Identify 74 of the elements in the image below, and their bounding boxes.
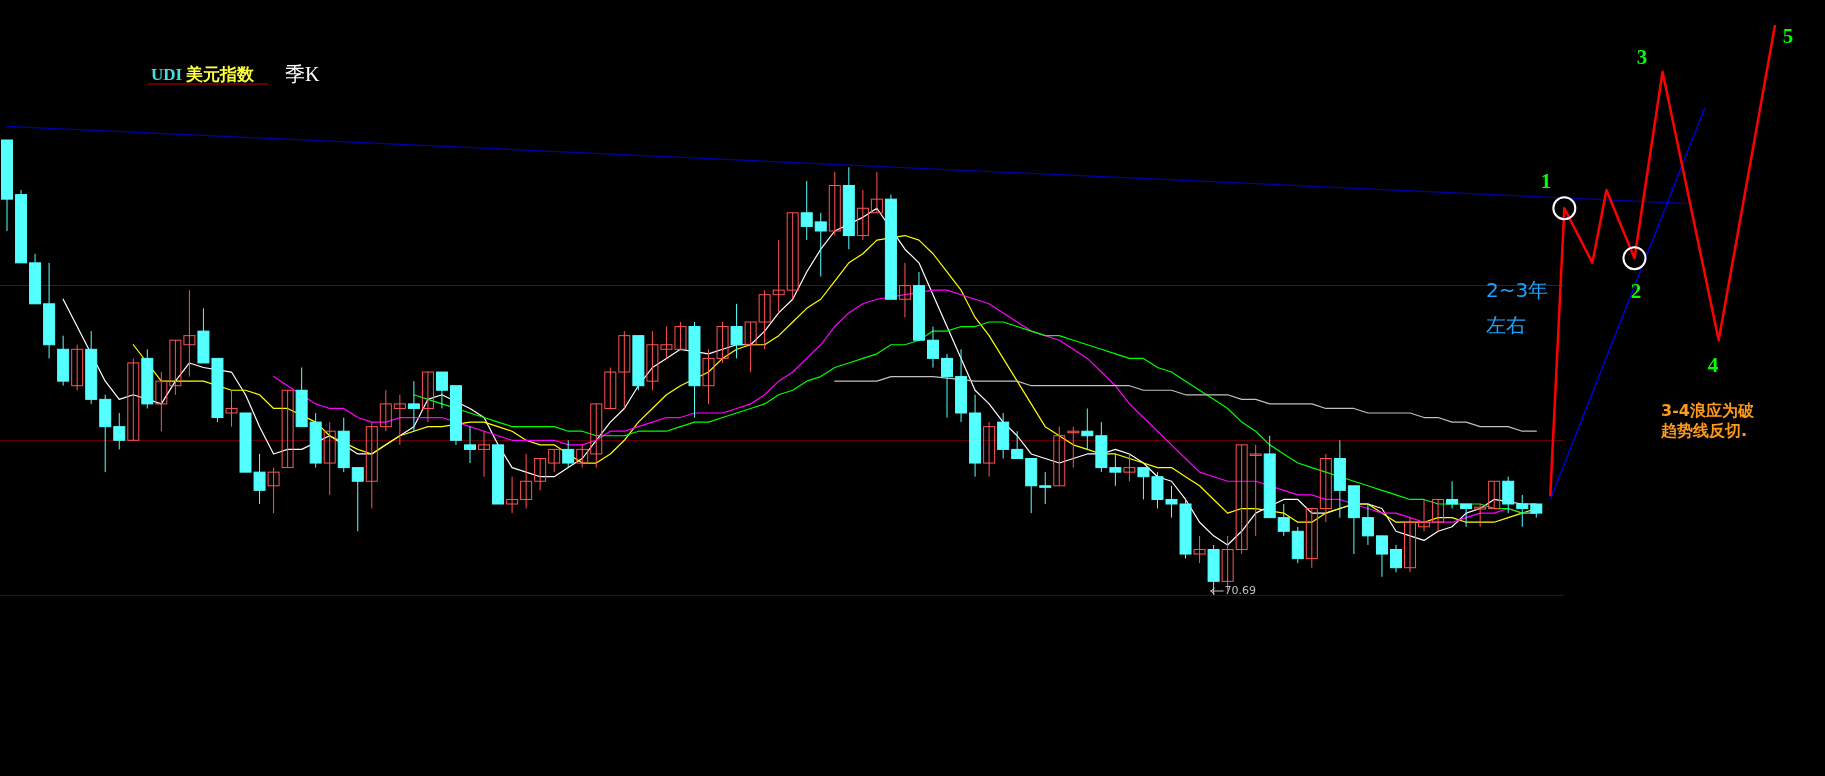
candlestick bbox=[730, 303, 743, 359]
annotation: 左右 bbox=[1486, 312, 1526, 337]
candlestick bbox=[1067, 426, 1080, 469]
annotation: 3-4浪应为破 bbox=[1661, 400, 1755, 420]
candlestick bbox=[1277, 503, 1290, 537]
candlestick bbox=[407, 380, 420, 432]
text: 3 bbox=[1636, 44, 1648, 69]
candlestick bbox=[870, 171, 883, 214]
candlestick bbox=[323, 421, 336, 496]
candlestick bbox=[786, 212, 799, 300]
candlestick bbox=[1123, 453, 1136, 482]
candlestick bbox=[927, 326, 939, 368]
chart-subtitle: 季K bbox=[285, 63, 320, 85]
candlestick bbox=[393, 394, 406, 446]
candlestick bbox=[1446, 480, 1459, 510]
candlestick bbox=[435, 371, 448, 409]
candlestick bbox=[576, 444, 589, 469]
candlestick bbox=[534, 458, 547, 491]
candlestick bbox=[1404, 517, 1417, 573]
candlestick bbox=[1516, 494, 1529, 528]
candlestick bbox=[1249, 444, 1262, 537]
candlestick bbox=[155, 371, 168, 432]
candlestick bbox=[464, 426, 477, 464]
candlestick bbox=[1474, 503, 1487, 528]
candlestick bbox=[1081, 407, 1094, 450]
annotation: 4 bbox=[1707, 352, 1719, 377]
candlestick bbox=[590, 403, 603, 469]
candlestick bbox=[351, 467, 364, 532]
candlestick bbox=[506, 476, 519, 514]
candlestick bbox=[618, 330, 631, 409]
candlestick bbox=[113, 412, 126, 450]
candlestick bbox=[1502, 476, 1515, 514]
candlestick bbox=[71, 344, 84, 391]
candlestick bbox=[225, 389, 238, 428]
candlestick bbox=[281, 389, 294, 469]
candlestick bbox=[1375, 535, 1388, 578]
candlestick bbox=[604, 367, 617, 409]
candlestick bbox=[800, 180, 813, 241]
candlestick bbox=[1389, 544, 1402, 573]
candlestick bbox=[1319, 453, 1332, 523]
annotation: 趋势线反切. bbox=[1660, 420, 1748, 440]
annotation: 2 bbox=[1630, 278, 1642, 303]
chart-title: UDI 美元指数 bbox=[151, 65, 256, 84]
candlestick bbox=[1011, 430, 1024, 459]
candlestick bbox=[856, 189, 869, 241]
candlestick bbox=[1418, 498, 1431, 532]
candlestick bbox=[1488, 480, 1501, 510]
annotation: 70.69 bbox=[1224, 584, 1257, 597]
candlestick bbox=[983, 421, 996, 478]
candlestick bbox=[1053, 426, 1066, 487]
candlestick bbox=[127, 357, 140, 441]
candlestick bbox=[1193, 535, 1206, 564]
candlestick bbox=[379, 389, 392, 432]
text: 5 bbox=[1782, 23, 1794, 48]
candlestick bbox=[898, 262, 911, 318]
candlestick bbox=[1305, 508, 1318, 569]
candlestick bbox=[562, 439, 575, 469]
candlestick bbox=[1235, 444, 1248, 555]
candlestick bbox=[421, 371, 434, 423]
candlestick bbox=[365, 421, 378, 510]
candlestick bbox=[478, 430, 491, 478]
candlestick bbox=[548, 448, 561, 473]
annotation: 2~3年 bbox=[1486, 277, 1549, 302]
candlestick bbox=[814, 212, 827, 277]
candlestick bbox=[772, 239, 785, 314]
candlestick bbox=[1432, 498, 1445, 532]
candlestick bbox=[941, 353, 954, 419]
candlestick bbox=[828, 171, 841, 237]
candlestick bbox=[520, 453, 533, 510]
candlestick bbox=[267, 467, 280, 514]
annotation: 1 bbox=[1540, 168, 1552, 193]
candlestick bbox=[1039, 471, 1052, 505]
candlestick bbox=[1460, 503, 1473, 528]
candlestick bbox=[1361, 503, 1374, 546]
